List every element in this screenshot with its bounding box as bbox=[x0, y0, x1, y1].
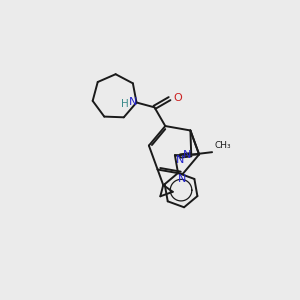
Text: H: H bbox=[121, 99, 129, 109]
Text: N: N bbox=[176, 155, 184, 165]
Text: CH₃: CH₃ bbox=[214, 141, 231, 150]
Text: N: N bbox=[183, 149, 191, 160]
Text: N: N bbox=[129, 97, 137, 107]
Text: O: O bbox=[173, 93, 182, 103]
Text: N: N bbox=[178, 174, 186, 184]
